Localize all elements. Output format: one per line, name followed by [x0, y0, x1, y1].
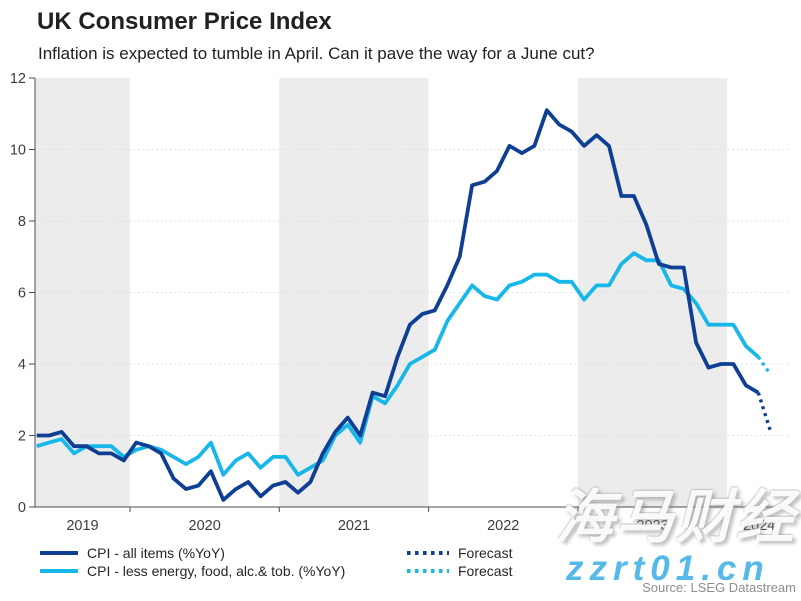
line-cpi-core: [36, 251, 760, 477]
legend-item-forecast-all-items: Forecast: [407, 545, 512, 561]
legend-label-forecast-core: Forecast: [458, 563, 513, 579]
y-tick-label-8: 8: [18, 214, 26, 230]
legend-label-cpi-all-items: CPI - all items (%YoY): [87, 545, 225, 561]
legend-swatch-forecast-core: [407, 569, 449, 573]
y-tick-label-6: 6: [18, 286, 26, 302]
legend-item-forecast-core: Forecast: [407, 563, 512, 579]
y-tick-label-10: 10: [10, 143, 26, 159]
page-title: UK Consumer Price Index: [37, 8, 332, 35]
x-tick-label-2022: 2022: [487, 518, 519, 534]
chart-subtitle: Inflation is expected to tumble in April…: [38, 44, 595, 63]
y-tick-label-12: 12: [10, 71, 26, 87]
x-tick-label-2021: 2021: [338, 518, 370, 534]
x-tick-label-2024: 2024: [743, 518, 775, 534]
y-tick-label-2: 2: [18, 429, 26, 445]
x-tick-label-2019: 2019: [66, 518, 98, 534]
watermark-chinese-text: 海马财经: [556, 485, 797, 550]
cpi-line-chart: 0 2 4 6 8 10 12 2019 2020 2021 2022 2023 2024: [10, 71, 792, 534]
legend-item-cpi-all-items: CPI - all items (%YoY): [40, 545, 225, 561]
line-forecast-all-items: [756, 392, 773, 433]
legend-label-forecast-all-items: Forecast: [458, 545, 513, 561]
y-tick-label-4: 4: [18, 357, 26, 373]
source-note: Source: LSEG Datastream: [642, 580, 796, 595]
watermark-site-text: zzrt01.cn: [566, 549, 770, 588]
legend-item-cpi-core: CPI - less energy, food, alc.& tob. (%Yo…: [40, 563, 345, 579]
legend-swatch-cpi-all-items: [40, 551, 78, 555]
x-tick-label-2023: 2023: [636, 518, 668, 534]
legend-label-cpi-core: CPI - less energy, food, alc.& tob. (%Yo…: [87, 563, 346, 579]
y-tick-label-0: 0: [18, 500, 26, 516]
x-tick-label-2020: 2020: [189, 518, 221, 534]
line-cpi-all-items: [36, 108, 760, 502]
legend-swatch-forecast-all-items: [407, 551, 449, 555]
line-forecast-core: [756, 355, 773, 376]
legend-swatch-cpi-core: [40, 569, 78, 573]
